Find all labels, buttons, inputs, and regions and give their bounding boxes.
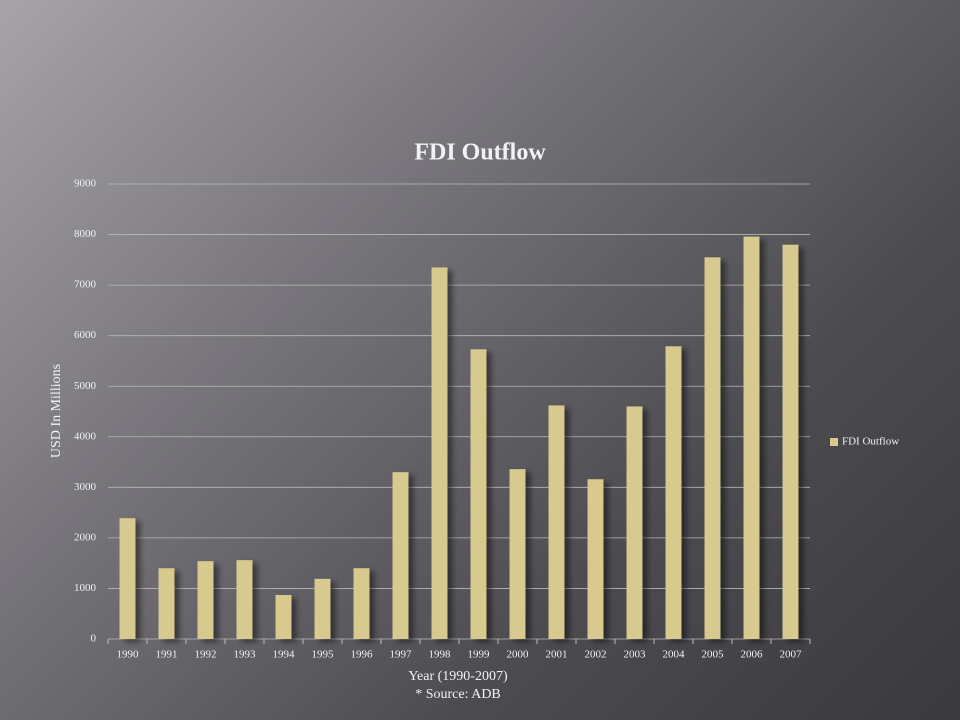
x-tick-label: 1998	[429, 649, 452, 661]
bar	[158, 568, 175, 639]
y-tick-label: 1000	[74, 582, 97, 594]
x-tick-label: 2002	[585, 649, 607, 661]
x-tick-label: 1991	[156, 649, 178, 661]
bar	[743, 236, 760, 640]
x-tick-label: 2001	[546, 649, 568, 661]
y-axis-title: USD In Millions	[49, 364, 64, 458]
x-tick-label: 2007	[780, 649, 803, 661]
y-tick-label: 0	[91, 633, 97, 645]
bar	[197, 561, 214, 639]
bar	[314, 578, 331, 639]
x-tick-label: 2000	[507, 649, 530, 661]
bar	[665, 346, 682, 639]
bar	[470, 349, 487, 639]
x-tick-label: 2003	[624, 649, 647, 661]
y-tick-label: 8000	[74, 228, 97, 240]
bar	[353, 568, 370, 639]
x-tick-label: 1990	[117, 649, 140, 661]
bar	[587, 479, 604, 639]
y-tick-label: 5000	[74, 380, 97, 392]
y-tick-label: 3000	[74, 481, 97, 493]
bar	[626, 406, 643, 639]
bar	[548, 405, 565, 639]
bar	[782, 244, 799, 639]
y-tick-label: 6000	[74, 329, 97, 341]
x-tick-label: 1995	[312, 649, 335, 661]
y-tick-label: 2000	[74, 531, 97, 543]
legend-label: FDI Outflow	[842, 436, 899, 448]
chart-title: FDI Outflow	[414, 140, 546, 166]
x-tick-label: 1999	[468, 649, 491, 661]
bar	[119, 518, 136, 639]
bar	[509, 469, 526, 639]
y-tick-label: 9000	[74, 178, 97, 190]
x-tick-label: 1996	[351, 649, 374, 661]
bar	[275, 595, 292, 639]
y-tick-label: 7000	[74, 279, 97, 291]
bar	[704, 257, 721, 639]
x-tick-label: 2004	[663, 649, 686, 661]
x-tick-label: 1992	[195, 649, 217, 661]
x-tick-label: 1993	[234, 649, 257, 661]
x-tick-label: 1997	[390, 649, 413, 661]
source-note: * Source: ADB	[415, 687, 501, 702]
x-axis-title: Year (1990-2007)	[408, 669, 508, 684]
bar	[236, 560, 253, 639]
legend-swatch	[830, 438, 838, 446]
bar	[431, 267, 448, 639]
bar	[392, 472, 409, 639]
x-tick-label: 1994	[273, 649, 296, 661]
x-tick-label: 2005	[702, 649, 725, 661]
y-tick-label: 4000	[74, 430, 97, 442]
x-tick-label: 2006	[741, 649, 764, 661]
